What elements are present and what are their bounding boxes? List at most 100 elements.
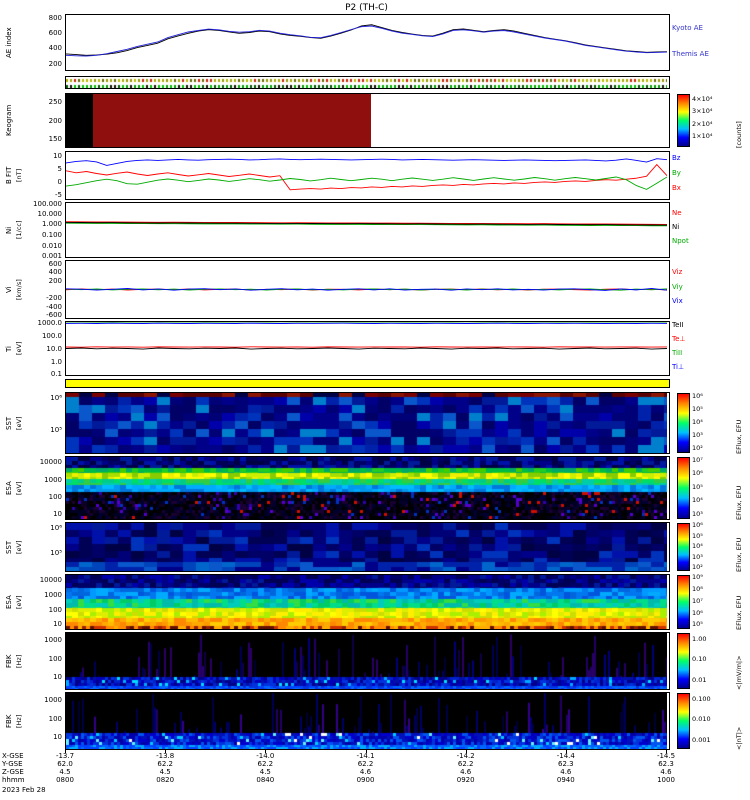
panel-fbk-scm-ytick: 100 (48, 714, 62, 723)
panel-esa-electrons: ESA [eV] 10000 1000 100 10 10⁹ 10⁸ 10⁷ 10⁶ 10⁵ EFlu… (0, 574, 750, 630)
series-Npot (66, 222, 667, 227)
panel-esa-electrons-colorbar-tick: 10⁶ (692, 608, 703, 617)
panel-keogram-ytick: 150 (48, 134, 62, 143)
panel-ae-index-ytick: 400 (48, 44, 62, 53)
axis-row-label-hhmm: hhmm (2, 776, 25, 784)
axis-column-6: -14.5 62.3 4.6 1000 (644, 752, 688, 786)
axis-value: -14.1 (356, 752, 375, 760)
panel-keogram-colorbar-tick: 1×10⁴ (692, 132, 713, 141)
panel-b-fit-axis-label: B FIT (5, 166, 13, 185)
axis-value: -14.2 (456, 752, 475, 760)
panel-b-fit-ytick: -5 (55, 191, 62, 200)
panel-sst-electrons-ytick: 10⁵ (50, 549, 62, 557)
legend-b-fit-By: By (672, 169, 681, 178)
legend-ni-density-Ni: Ni (672, 223, 680, 232)
panel-sst-ions-colorbar-unit: EFlux, EFU (735, 419, 743, 454)
panel-esa-ions-axis-label: ESA (5, 481, 13, 495)
panel-b-fit-frame (65, 151, 670, 200)
panel-sst-ions: SST [eV] 10⁶ 10⁵ 10⁶ 10⁵ 10⁴ 10³ 10² EFlux, EFU (0, 392, 750, 454)
panel-ae-index-ytick: 600 (48, 28, 62, 37)
panel-ni-density-plot (66, 221, 667, 227)
panel-ni-density-ytick: 0.010 (41, 241, 62, 250)
panel-keogram-colorbar-tick: 2×10⁴ (692, 119, 713, 128)
panel-keogram-colorbar-unit: [counts] (735, 121, 743, 148)
panel-sst-ions-colorbar-tick: 10⁵ (692, 404, 703, 413)
legend-vi-velocity-Viy: Viy (672, 282, 683, 291)
axis-value: 4.6 (660, 768, 672, 776)
axis-value: 62.3 (658, 760, 674, 768)
panel-sst-electrons-plot (66, 523, 667, 571)
panel-esa-ions-ytick: 1000 (44, 475, 62, 484)
panel-esa-ions-colorbar-tick: 10³ (692, 509, 703, 518)
panel-ae-index: AE index 800 600 400 200 Kyoto AE Themis AE (0, 14, 750, 71)
panel-ti-temperature-ytick: 1000.0 (37, 319, 63, 328)
plot-title: P2 (TH-C) (345, 3, 388, 13)
panel-b-fit-ytick: 0 (57, 177, 62, 186)
panel-fbk-scm-colorbar (677, 693, 690, 749)
panel-ae-index-ytick: 200 (48, 59, 62, 68)
axis-value: 4.5 (59, 768, 71, 776)
panel-keogram-axis-label: Keogram (5, 104, 13, 137)
panel-sst-electrons-ytick: 10⁶ (50, 524, 62, 532)
axis-value: 62.2 (357, 760, 374, 768)
series-TeII (66, 347, 667, 350)
panel-keogram-block-1 (93, 94, 371, 147)
panel-sst-ions-frame (65, 392, 670, 454)
panel-esa-electrons-colorbar-tick: 10⁷ (692, 596, 703, 605)
panel-fbk-scm-ytick: 10 (53, 733, 62, 742)
panel-esa-electrons-colorbar-tick: 10⁹ (692, 573, 703, 582)
panel-flag-strip-frame (65, 76, 670, 89)
legend-ae-index-Kyoto AE: Kyoto AE (672, 24, 703, 33)
panel-fbk-efield-plot (66, 633, 667, 689)
panel-esa-ions-colorbar-unit: EFlux, EFU (735, 485, 743, 520)
panel-esa-electrons-plot (66, 575, 667, 629)
legend-b-fit-Bz: Bz (672, 154, 681, 163)
panel-sst-electrons-colorbar-tick: 10³ (692, 552, 703, 561)
panel-sst-ions-colorbar-tick: 10⁴ (692, 417, 703, 426)
panel-esa-ions-colorbar (677, 457, 690, 519)
panel-sst-electrons-axis-label: SST (5, 540, 13, 554)
panel-fbk-efield-axis-label: FBK (5, 654, 13, 668)
panel-status-bar (0, 379, 750, 388)
panel-ni-density-ytick: 10.000 (37, 209, 63, 218)
axis-value: 4.5 (159, 768, 171, 776)
panel-status-bar-frame (65, 379, 670, 388)
panel-sst-electrons-colorbar-tick: 10⁴ (692, 542, 703, 550)
panel-sst-electrons-colorbar (677, 523, 690, 571)
panel-ae-index-frame (65, 14, 670, 71)
panel-flag-strip (0, 76, 750, 89)
panel-ni-density-axis-label: Ni (5, 226, 13, 234)
panel-fbk-efield-ytick: 10 (53, 673, 62, 682)
panel-esa-electrons-ytick: 1000 (44, 590, 62, 599)
panel-ti-temperature: Ti [eV] 1000.0 100.0 10.0 1.0 0.1 TeII Te⊥ TiII Ti… (0, 319, 750, 378)
axis-value: 0840 (256, 776, 275, 784)
panel-sst-electrons-frame (65, 522, 670, 572)
axis-value: -14.5 (656, 752, 676, 760)
panel-esa-electrons-frame (65, 574, 670, 630)
axis-row-label-X-GSE: X-GSE (2, 752, 24, 760)
panel-b-fit-ytick: 5 (57, 165, 62, 174)
panel-sst-ions-colorbar-tick: 10⁶ (692, 391, 703, 400)
axis-column-2: -14.0 62.2 4.5 0840 (243, 752, 287, 786)
series-Themis AE (66, 25, 667, 57)
series-Ni (66, 221, 667, 226)
axis-row-label-Y-GSE: Y-GSE (2, 760, 23, 768)
panel-keogram-block-0 (66, 94, 94, 147)
panel-vi-velocity-ytick: 600 (48, 260, 62, 269)
panel-fbk-efield-frame (65, 632, 670, 690)
panel-esa-ions-ytick: 100 (48, 492, 62, 501)
panel-ni-density-ytick: 0.001 (41, 251, 62, 260)
panel-fbk-efield-ytick: 100 (48, 654, 62, 663)
series-Kyoto AE (66, 24, 667, 56)
panel-keogram-colorbar (677, 94, 690, 147)
panel-esa-electrons-axis-label: ESA (5, 595, 13, 609)
panel-esa-electrons-colorbar-tick: 10⁵ (692, 620, 703, 629)
axis-value: -13.7 (55, 752, 75, 760)
panel-keogram-frame (65, 93, 670, 148)
panel-fbk-scm-colorbar-tick: 0.010 (692, 715, 711, 724)
axis-column-5: -14.4 62.3 4.6 0940 (544, 752, 588, 786)
panel-ni-density-ytick: 0.100 (41, 231, 62, 240)
axis-tick (265, 750, 267, 753)
panel-esa-electrons-colorbar-tick: 10⁸ (692, 585, 703, 594)
